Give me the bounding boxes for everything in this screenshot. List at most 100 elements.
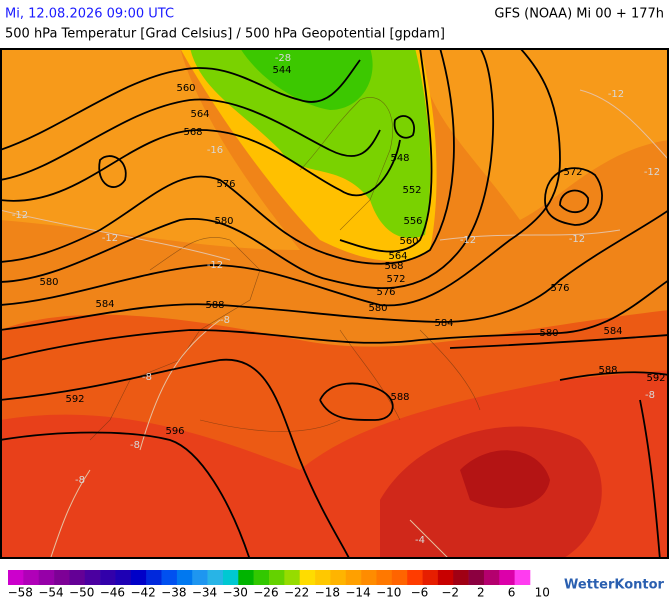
legend-label: −50 [69,586,94,600]
coastline [89,97,481,441]
legend-label: −54 [38,586,63,600]
legend-swatch [345,570,362,585]
legend-label: −38 [161,586,186,600]
isotherm-label: -28 [275,53,291,64]
legend-label: 2 [477,586,485,600]
datetime: Mi, 12.08.2026 09:00 UTC [5,7,174,22]
legend-swatch [514,570,531,585]
contour-label: 592 [65,394,84,405]
legend-swatch [361,570,377,585]
legend-swatch [407,570,423,585]
legend-swatch [207,570,224,585]
map-title: 500 hPa Temperatur [Grad Celsius] / 500 … [5,27,445,42]
contour-label: 584 [95,299,114,310]
legend-swatch [483,570,500,585]
isohypses [1,49,668,558]
legend-label: −42 [130,586,155,600]
legend-label: −46 [100,586,125,600]
legend-swatch [54,570,70,585]
legend-swatch [422,570,439,585]
contour-label: 584 [434,318,453,329]
legend-swatch [176,570,193,585]
contour-label: 588 [598,365,617,376]
legend-swatch [130,570,147,585]
contour-label: 588 [390,392,409,403]
isotherm-label: -12 [207,260,223,271]
contour-label: 556 [403,216,422,227]
legend-swatch [84,570,101,585]
contour-label: 576 [550,283,569,294]
isotherm-label: -12 [644,167,660,178]
isotherm-label: -12 [12,210,28,221]
legend-swatch [146,570,162,585]
legend-swatch [453,570,469,585]
legend-swatch [38,570,55,585]
legend-swatch [69,570,86,585]
legend-swatch [8,570,24,585]
legend-label: −58 [8,586,33,600]
contour-label: 568 [183,127,202,138]
legend-swatch [161,570,178,585]
contour-label: 584 [603,326,622,337]
legend-swatch [299,570,316,585]
map-frame [0,48,669,559]
legend-swatch [499,570,515,585]
contour-label: 592 [646,373,665,384]
isotherm-label: -12 [569,234,585,245]
isotherm-label: -16 [207,145,223,156]
isotherm-label: -8 [220,315,230,326]
contour-label: 580 [539,328,558,339]
legend-swatch [330,570,347,585]
isotherm-label: -8 [142,372,152,383]
legend-label: −10 [376,586,401,600]
field-warm-orange [1,49,668,250]
legend-label: −26 [253,586,278,600]
isotherm-label: -12 [608,89,624,100]
legend-label: −14 [345,586,370,600]
contour-label: 580 [368,303,387,314]
legend-swatch [315,570,331,585]
map: 5445605645685485525565605645685725765805… [0,48,669,559]
legend-label: 6 [508,586,516,600]
color-legend: −58 −54 −50 −46 −42 −38 −34 −30 −26 −2 2 −18 −14 −10−… [8,570,550,600]
contour-label: 588 [205,300,224,311]
legend-label: −18 [315,586,340,600]
legend-label: −6 [411,586,429,600]
legend-label: −2 [441,586,459,600]
contour-label: 560 [399,236,418,247]
legend-swatch [437,570,454,585]
legend-swatch [192,570,208,585]
legend-swatch [468,570,485,585]
contour-label: 596 [165,426,184,437]
legend-label: 10 [535,586,550,600]
contour-label: 576 [376,287,395,298]
contour-label: 544 [272,65,291,76]
contour-label: 568 [384,261,403,272]
legend-swatch [391,570,408,585]
isotherm-label: -8 [645,390,655,401]
legend-label: −30 [223,586,248,600]
field-hot-core [460,450,550,509]
legend-swatch [253,570,270,585]
isotherm-label: -8 [75,475,85,486]
legend-swatch [115,570,132,585]
legend-swatch [238,570,254,585]
contour-label: 580 [214,216,233,227]
model-run: GFS (NOAA) Mi 00 + 177h [494,7,664,22]
contour-label: 580 [39,277,58,288]
field-green-dark [240,49,373,110]
legend-swatch [100,570,116,585]
isotherm-label: -4 [415,535,425,546]
contour-label: 560 [176,83,195,94]
legend-label: −34 [192,586,217,600]
isotherm-label: -12 [460,235,476,246]
legend-swatch [376,570,393,585]
legend-swatch [222,570,239,585]
legend-swatch [284,570,301,585]
contour-label: 564 [190,109,209,120]
contour-label: 572 [563,167,582,178]
isotherm-label: -8 [130,440,140,451]
contour-label: 576 [216,179,235,190]
